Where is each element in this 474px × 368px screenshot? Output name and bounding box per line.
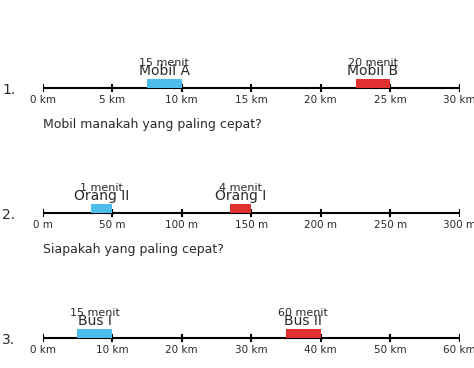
Text: 15 km: 15 km xyxy=(235,95,268,105)
Text: 20 menit: 20 menit xyxy=(348,58,398,68)
Bar xyxy=(356,79,390,88)
Bar xyxy=(147,79,182,88)
Text: 20 km: 20 km xyxy=(165,345,198,355)
Text: Siapakah yang paling cepat?: Siapakah yang paling cepat? xyxy=(43,243,224,256)
Text: 30 km: 30 km xyxy=(235,345,267,355)
Bar xyxy=(77,329,112,338)
Text: 3.: 3. xyxy=(2,333,16,347)
Text: 15 menit: 15 menit xyxy=(139,58,189,68)
Text: 15 menit: 15 menit xyxy=(70,308,120,318)
Text: 5 km: 5 km xyxy=(99,95,125,105)
Text: 50 m: 50 m xyxy=(99,220,126,230)
Text: 40 km: 40 km xyxy=(304,345,337,355)
Text: 0 m: 0 m xyxy=(33,220,53,230)
Text: 1 menit: 1 menit xyxy=(80,183,123,193)
Text: 0 km: 0 km xyxy=(30,95,55,105)
Text: 10 km: 10 km xyxy=(165,95,198,105)
Text: 30 km: 30 km xyxy=(444,95,474,105)
Bar xyxy=(286,329,321,338)
Text: 60 menit: 60 menit xyxy=(278,308,328,318)
Text: 10 km: 10 km xyxy=(96,345,128,355)
Text: 25 km: 25 km xyxy=(374,95,407,105)
Text: Orang II: Orang II xyxy=(74,189,129,203)
Text: 50 km: 50 km xyxy=(374,345,407,355)
Text: Bus I: Bus I xyxy=(78,314,112,328)
Text: Bus II: Bus II xyxy=(284,314,322,328)
Text: Mobil A: Mobil A xyxy=(139,64,190,78)
Text: Orang I: Orang I xyxy=(215,189,266,203)
Text: 60 km: 60 km xyxy=(444,345,474,355)
Text: 1.: 1. xyxy=(2,83,16,97)
Text: 20 km: 20 km xyxy=(304,95,337,105)
Text: Mobil manakah yang paling cepat?: Mobil manakah yang paling cepat? xyxy=(43,118,261,131)
Bar xyxy=(91,204,112,213)
Bar xyxy=(230,204,251,213)
Text: Mobil B: Mobil B xyxy=(347,64,399,78)
Text: 100 m: 100 m xyxy=(165,220,198,230)
Text: 4 menit: 4 menit xyxy=(219,183,262,193)
Text: 300 m: 300 m xyxy=(443,220,474,230)
Text: 2.: 2. xyxy=(2,208,16,222)
Text: 200 m: 200 m xyxy=(304,220,337,230)
Text: 150 m: 150 m xyxy=(235,220,268,230)
Text: 250 m: 250 m xyxy=(374,220,407,230)
Text: 0 km: 0 km xyxy=(30,345,55,355)
